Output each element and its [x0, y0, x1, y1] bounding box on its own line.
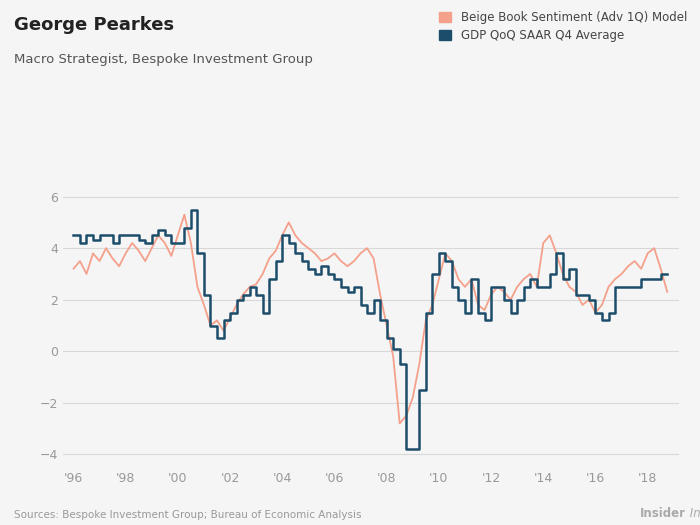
Text: Inc.: Inc. — [686, 507, 700, 520]
Text: Macro Strategist, Bespoke Investment Group: Macro Strategist, Bespoke Investment Gro… — [14, 52, 313, 66]
Text: Insider: Insider — [640, 507, 686, 520]
Text: George Pearkes: George Pearkes — [14, 16, 174, 34]
Legend: Beige Book Sentiment (Adv 1Q) Model, GDP QoQ SAAR Q4 Average: Beige Book Sentiment (Adv 1Q) Model, GDP… — [440, 11, 687, 42]
Text: Sources: Bespoke Investment Group; Bureau of Economic Analysis: Sources: Bespoke Investment Group; Burea… — [14, 510, 361, 520]
